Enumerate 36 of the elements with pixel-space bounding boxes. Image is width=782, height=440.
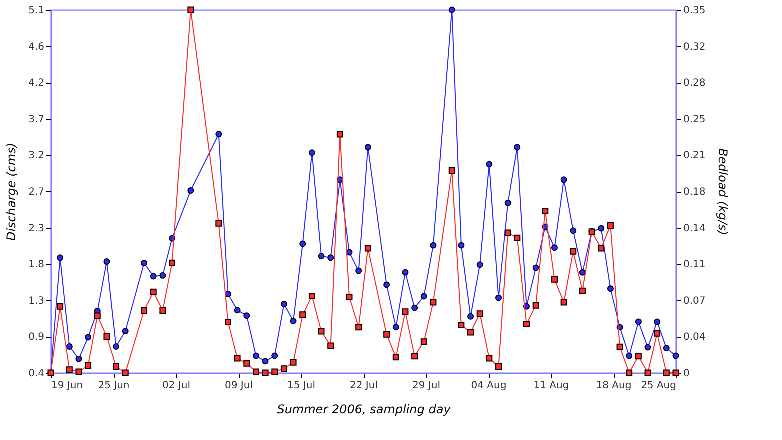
y-tick-label: 0.4 [28, 368, 44, 380]
y2-tick-label: 0 [684, 368, 690, 380]
y-tick-label: 1.3 [28, 296, 44, 307]
y-tick-label: 2.3 [28, 223, 44, 234]
x-tick-label: 18 Aug [596, 380, 632, 392]
x-tick-label: 25 Jun [98, 380, 130, 392]
y2-tick-label: 0.14 [684, 223, 706, 234]
y2-tick-label: 0.18 [684, 187, 706, 198]
y-tick-label: 4.6 [28, 42, 44, 53]
y2-tick-label: 0.32 [684, 42, 706, 53]
x-tick-label: 04 Aug [471, 380, 507, 392]
y-tick-label: 4.2 [28, 78, 44, 90]
y-axis-title: Discharge (cms) [4, 142, 19, 242]
x-tick-label: 25 Aug [641, 380, 676, 392]
x-axis-title: Summer 2006, sampling day [277, 402, 452, 416]
x-tick-label: 22 Jul [350, 380, 378, 392]
y-tick-label: 2.7 [28, 187, 44, 198]
y-tick-label: 3.2 [28, 150, 44, 162]
x-tick-label: 02 Jul [162, 380, 190, 392]
y-tick-label: 0.9 [28, 332, 44, 344]
y2-tick-label: 0.25 [684, 114, 706, 126]
y2-tick-label: 0.28 [684, 78, 706, 90]
y2-axis-title: Bedload (kg/s) [716, 148, 730, 236]
y2-tick-label: 0.11 [684, 260, 706, 271]
y2-tick-label: 0.04 [684, 332, 706, 344]
x-tick-label: 29 Jul [412, 380, 440, 392]
x-tick-label: 19 Jun [52, 380, 84, 392]
y2-tick-label: 0.07 [684, 296, 706, 307]
y-tick-label: 5.1 [28, 6, 44, 16]
x-tick-label: 09 Jul [225, 380, 253, 392]
y-tick-label: 1.8 [28, 260, 44, 271]
y2-tick-label: 0.35 [684, 6, 706, 16]
x-tick-label: 15 Jul [288, 380, 316, 392]
x-tick-label: 11 Aug [534, 380, 570, 392]
y2-tick-label: 0.21 [684, 150, 706, 162]
y-tick-label: 3.7 [28, 114, 44, 126]
